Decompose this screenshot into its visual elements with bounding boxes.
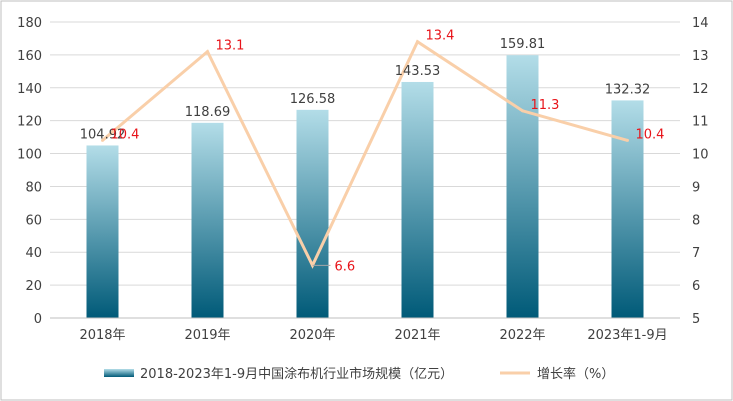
x-tick-label: 2019年 bbox=[184, 328, 230, 343]
x-tick-label: 2023年1-9月 bbox=[587, 328, 667, 343]
bar-value-label: 159.81 bbox=[500, 37, 546, 52]
y-left-tick-label: 120 bbox=[17, 115, 42, 130]
bar bbox=[506, 55, 539, 319]
y-left-tick-label: 180 bbox=[17, 16, 42, 31]
rate-value-label: 10.4 bbox=[636, 127, 665, 142]
x-tick-label: 2018年 bbox=[79, 328, 125, 343]
line-point bbox=[416, 40, 419, 44]
y-right-tick-label: 8 bbox=[692, 213, 700, 228]
y-right-tick-label: 6 bbox=[692, 279, 700, 294]
line-point bbox=[101, 138, 104, 142]
bar bbox=[296, 109, 329, 318]
legend: 2018-2023年1-9月中国涂布机行业市场规模（亿元） 增长率（%） bbox=[104, 366, 614, 382]
line-point bbox=[206, 50, 209, 54]
y-right-tick-label: 7 bbox=[692, 246, 700, 261]
bar bbox=[191, 122, 224, 318]
x-tick-label: 2022年 bbox=[499, 328, 545, 343]
rate-value-label: 10.4 bbox=[111, 127, 140, 142]
bar-value-label: 132.32 bbox=[605, 82, 651, 97]
y-left-tick-label: 100 bbox=[17, 148, 42, 163]
data-labels: 104.92 118.69 126.58 143.53 159.81 132.32 10.4… bbox=[80, 29, 665, 275]
y-right-tick-label: 13 bbox=[692, 49, 709, 64]
legend-bar-swatch bbox=[104, 369, 134, 377]
rate-value-label: 13.4 bbox=[426, 29, 455, 44]
bar-value-label: 126.58 bbox=[290, 92, 336, 107]
y-left-tick-label: 0 bbox=[34, 312, 42, 327]
y-right-tick-label: 14 bbox=[692, 16, 709, 31]
y-left-tick-label: 160 bbox=[17, 49, 42, 64]
bar-value-label: 118.69 bbox=[185, 105, 231, 120]
bar-value-label: 143.53 bbox=[395, 64, 441, 79]
y-right-tick-label: 11 bbox=[692, 115, 709, 130]
y-left-tick-label: 80 bbox=[25, 180, 42, 195]
y-right-tick-label: 12 bbox=[692, 82, 709, 97]
bar-value-label: 104.92 bbox=[80, 127, 126, 142]
y-axis-left: 0 20 40 60 80 100 120 140 160 180 bbox=[17, 16, 42, 327]
y-left-tick-label: 40 bbox=[25, 246, 42, 261]
bar bbox=[86, 145, 119, 318]
y-right-tick-label: 9 bbox=[692, 180, 700, 195]
x-tick-label: 2021年 bbox=[394, 328, 440, 343]
y-right-tick-label: 5 bbox=[692, 312, 700, 327]
y-axis-right: 5 6 7 8 9 10 11 12 13 14 bbox=[692, 16, 709, 327]
rate-value-label: 13.1 bbox=[216, 39, 245, 54]
bar bbox=[401, 81, 434, 318]
y-right-tick-label: 10 bbox=[692, 148, 709, 163]
rate-value-label: 6.6 bbox=[335, 259, 356, 274]
line-point bbox=[521, 109, 524, 113]
legend-line-label: 增长率（%） bbox=[537, 366, 614, 382]
growth-rate-line bbox=[101, 39, 628, 269]
line-series bbox=[101, 39, 629, 269]
bar-series bbox=[86, 55, 644, 319]
y-left-tick-label: 20 bbox=[25, 279, 42, 294]
line-point bbox=[626, 138, 629, 142]
x-axis: 2018年 2019年 2020年 2021年 2022年 2023年1-9月 bbox=[50, 317, 680, 343]
legend-bar-label: 2018-2023年1-9月中国涂布机行业市场规模（亿元） bbox=[140, 366, 453, 382]
y-left-tick-label: 60 bbox=[25, 213, 42, 228]
x-tick-label: 2020年 bbox=[289, 328, 335, 343]
rate-value-label: 11.3 bbox=[531, 98, 560, 113]
y-left-tick-label: 140 bbox=[17, 82, 42, 97]
